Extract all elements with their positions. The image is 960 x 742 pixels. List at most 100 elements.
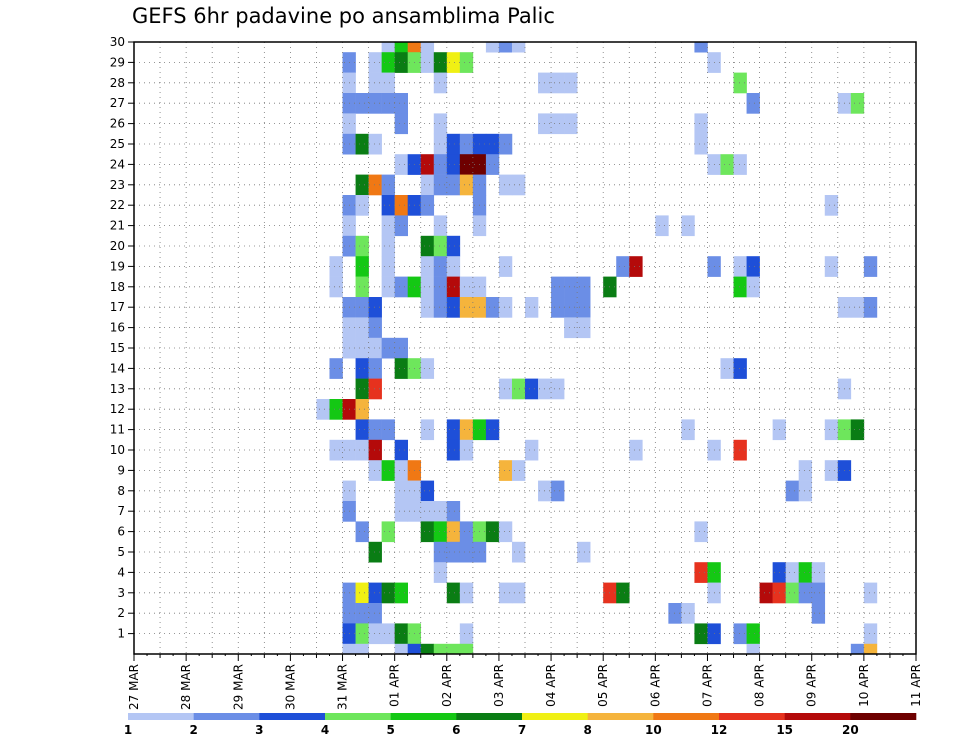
heatmap-cell: [446, 52, 461, 73]
colorbar-label: 8: [583, 723, 591, 737]
heatmap-cell: [694, 113, 708, 135]
x-tick-label: 05 APR: [596, 664, 610, 707]
heatmap-cell: [525, 378, 539, 400]
heatmap-cell: [368, 133, 382, 155]
heatmap-cell: [368, 582, 382, 604]
heatmap-cell: [433, 52, 448, 73]
heatmap-cell: [759, 582, 773, 604]
y-tick-label: 17: [110, 300, 125, 314]
heatmap-cell: [733, 276, 747, 298]
x-tick-label: 29 MAR: [231, 664, 245, 710]
heatmap-cell: [433, 521, 448, 543]
heatmap-cell: [446, 541, 461, 563]
y-axis: 1234567891011121314151617181920212223242…: [110, 35, 134, 641]
heatmap-cell: [394, 93, 408, 114]
heatmap-cell: [420, 358, 435, 379]
x-tick-label: 09 APR: [805, 664, 819, 707]
heatmap-cell: [446, 501, 461, 522]
heatmap-cell: [381, 174, 395, 196]
heatmap-cell: [720, 154, 734, 175]
heatmap-cell: [446, 133, 461, 155]
heatmap-cell: [577, 297, 591, 318]
heatmap-cell: [329, 256, 343, 277]
heatmap-cell: [485, 154, 500, 175]
x-tick-label: 01 APR: [388, 664, 402, 707]
heatmap-cell: [394, 480, 408, 502]
heatmap-cell: [355, 378, 369, 400]
heatmap-cell: [551, 378, 565, 400]
heatmap-cell: [394, 643, 408, 655]
y-tick-label: 28: [110, 76, 125, 90]
heatmap-cell: [381, 93, 395, 114]
heatmap-cell: [420, 174, 435, 196]
heatmap-cell: [446, 235, 461, 257]
heatmap-cell: [863, 582, 878, 604]
x-tick-label: 30 MAR: [283, 664, 297, 710]
heatmap-cell: [381, 419, 395, 441]
colorbar-swatch: [259, 713, 326, 720]
heatmap-cell: [394, 623, 408, 645]
heatmap-cell: [459, 276, 474, 298]
heatmap-cell: [368, 337, 382, 359]
heatmap-cell: [381, 256, 395, 277]
heatmap-cell: [433, 501, 448, 522]
heatmap-cell: [368, 603, 382, 624]
heatmap-cell: [420, 235, 435, 257]
x-tick-label: 04 APR: [544, 664, 558, 707]
colorbar-swatch: [193, 713, 260, 720]
colorbar-label: 20: [842, 723, 859, 737]
heatmap-cell: [459, 154, 474, 175]
heatmap-cell: [420, 52, 435, 73]
heatmap-cell: [420, 154, 435, 175]
heatmap-cell: [394, 276, 408, 298]
heatmap-cell: [629, 256, 643, 277]
heatmap-cell: [850, 419, 865, 441]
heatmap-cell: [746, 643, 760, 655]
heatmap-cell: [850, 643, 865, 655]
heatmap-cell: [551, 72, 565, 94]
y-tick-label: 15: [110, 341, 125, 355]
heatmap-cell: [668, 603, 682, 624]
heatmap-cell: [681, 603, 695, 624]
heatmap-cell: [420, 297, 435, 318]
heatmap-cell: [368, 419, 382, 441]
heatmap-cell: [381, 623, 395, 645]
heatmap-cell: [355, 337, 369, 359]
heatmap-cell: [394, 337, 408, 359]
heatmap-cell: [329, 358, 343, 379]
heatmap-cell: [498, 256, 513, 277]
y-tick-label: 21: [110, 219, 125, 233]
heatmap-cell: [394, 154, 408, 175]
heatmap-cell: [733, 72, 747, 94]
y-tick-label: 13: [110, 382, 125, 396]
colorbar-swatch: [587, 713, 654, 720]
y-tick-label: 24: [110, 157, 125, 171]
heatmap-cell: [355, 521, 369, 543]
heatmap-cell: [420, 42, 435, 53]
heatmap-cell: [433, 113, 448, 135]
heatmap-cell: [446, 276, 461, 298]
heatmap-cell: [785, 582, 799, 604]
heatmap-cell: [329, 399, 343, 420]
colorbar-label: 10: [645, 723, 662, 737]
heatmap-cell: [394, 52, 408, 73]
heatmap-cell: [420, 256, 435, 277]
heatmap-cell: [459, 643, 474, 655]
y-tick-label: 4: [117, 565, 125, 579]
colorbar-label: 12: [711, 723, 728, 737]
heatmap-cell: [720, 358, 734, 379]
heatmap-cell: [498, 297, 513, 318]
heatmap-cell: [433, 276, 448, 298]
y-tick-label: 22: [110, 198, 125, 212]
heatmap-cell: [355, 174, 369, 196]
heatmap-cell: [394, 439, 408, 461]
heatmap-cell: [681, 419, 695, 441]
heatmap-cell: [394, 460, 408, 481]
heatmap-cell: [420, 276, 435, 298]
colorbar-swatch: [653, 713, 720, 720]
y-tick-label: 6: [117, 525, 125, 539]
x-tick-label: 31 MAR: [336, 664, 350, 710]
colorbar-swatch: [456, 713, 523, 720]
heatmap-cell: [368, 358, 382, 379]
